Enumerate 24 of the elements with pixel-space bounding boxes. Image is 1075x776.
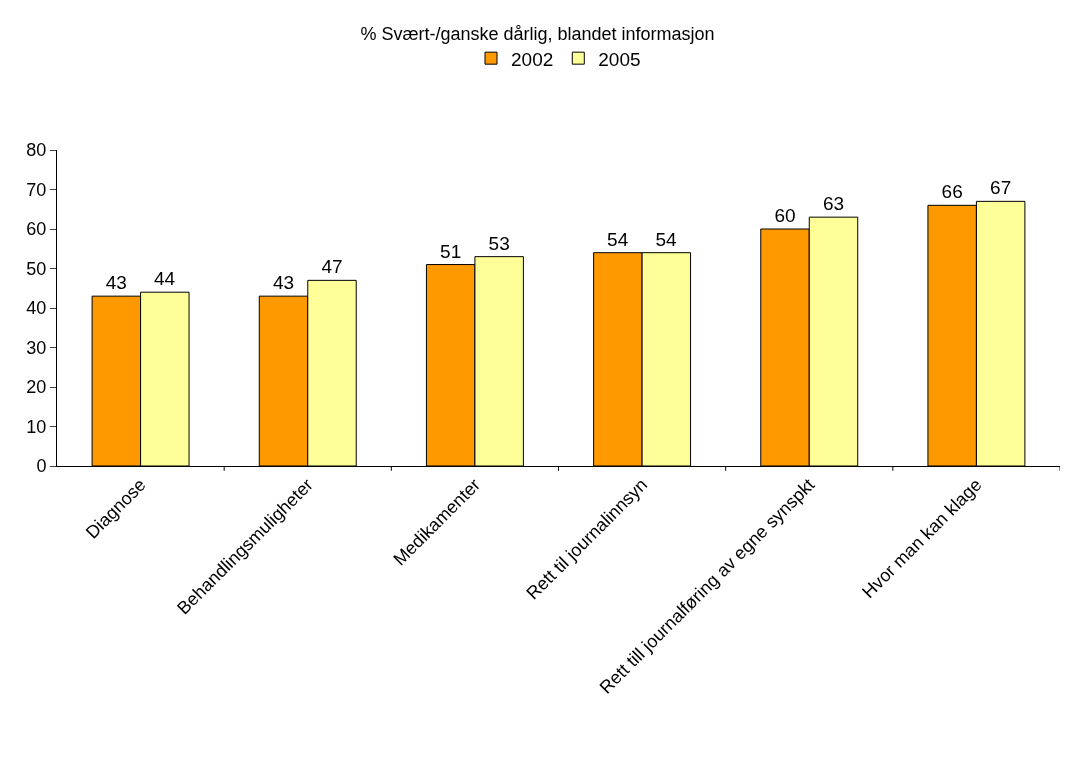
data-label: 54 [655,228,678,250]
chart-title: % Svært-/ganske dårlig, blandet informasjon [360,23,715,44]
data-label: 60 [774,205,796,226]
y-tick-label: 30 [26,337,47,358]
y-tick-label: 60 [26,219,47,240]
data-label: 66 [941,181,963,203]
data-label: 54 [607,228,629,250]
y-tick-label: 10 [26,416,47,437]
legend-label: 2002 [511,48,554,70]
data-label: 44 [154,268,176,290]
y-tick-label: 80 [26,140,47,161]
data-label: 63 [822,193,845,215]
y-tick-label: 70 [26,179,47,200]
legend-label: 2005 [598,48,641,70]
y-tick-label: 50 [26,258,47,279]
data-label: 47 [321,256,343,278]
y-tick-label: 20 [26,377,47,398]
y-tick-label: 0 [36,456,47,477]
data-label: 53 [488,232,510,254]
data-label: 43 [105,272,127,294]
data-label: 43 [272,272,295,294]
data-label: 67 [990,177,1012,199]
y-tick-label: 40 [26,298,47,319]
data-label: 51 [440,240,462,262]
